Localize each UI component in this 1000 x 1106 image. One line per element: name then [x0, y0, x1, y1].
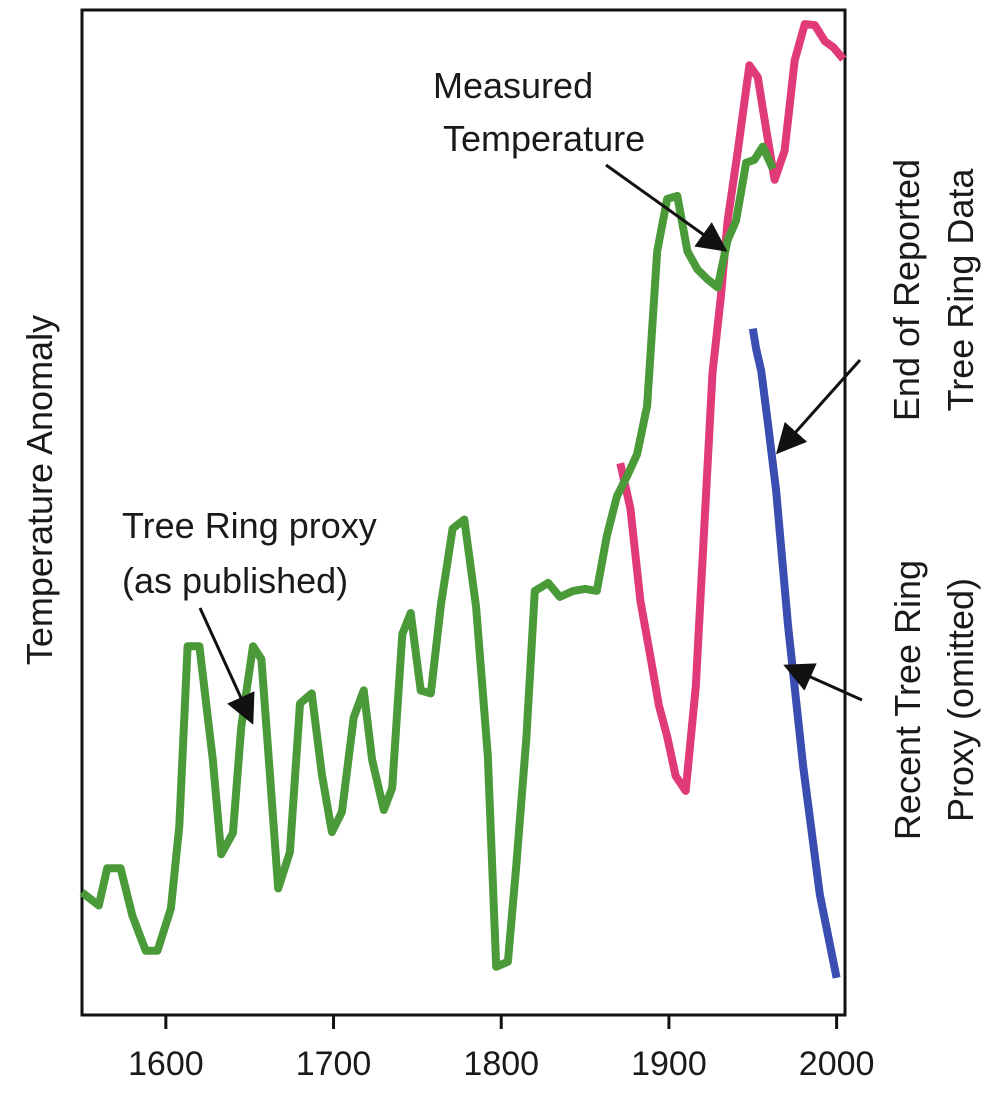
series-line-tree-ring-proxy — [79, 142, 777, 971]
annotation-end-line2: Tree Ring Data — [940, 168, 981, 412]
annotation-proxy-line2: (as published) — [122, 560, 348, 601]
annotation-proxy-line1: Tree Ring proxy — [122, 505, 377, 546]
series-layer — [79, 20, 847, 979]
annotation-recent-proxy: Recent Tree Ring Proxy (omitted) — [783, 560, 981, 840]
annotation-end-line1: End of Reported — [886, 159, 927, 421]
x-axis-ticks: 1600 1700 1800 1900 2000 — [128, 1015, 874, 1083]
x-tick-label: 1800 — [463, 1045, 539, 1083]
series-line-recent-tree-ring-proxy — [748, 327, 841, 979]
x-tick-label: 1900 — [631, 1045, 707, 1083]
annotation-end-of-reported: End of Reported Tree Ring Data — [776, 159, 981, 455]
annotation-end-arrow — [776, 359, 862, 455]
annotation-recent-arrow — [783, 663, 863, 702]
annotation-recent-line1: Recent Tree Ring — [887, 560, 928, 840]
x-tick-label: 1700 — [296, 1045, 372, 1083]
annotation-measured-line1: Measured — [433, 65, 593, 106]
annotation-measured-line2: Temperature — [443, 118, 645, 159]
series-line-measured-temperature — [616, 20, 847, 795]
annotation-measured-arrow — [605, 163, 728, 252]
annotation-tree-ring-proxy: Tree Ring proxy (as published) — [122, 505, 377, 725]
x-tick-label: 1600 — [128, 1045, 204, 1083]
x-tick-label: 2000 — [799, 1045, 875, 1083]
annotation-measured-temperature: Measured Temperature — [433, 65, 728, 252]
plot-frame — [80, 8, 847, 1017]
y-axis-label: Temperature Anomaly — [19, 315, 60, 665]
annotation-recent-line2: Proxy (omitted) — [940, 578, 981, 822]
annotation-proxy-arrow — [198, 607, 255, 725]
